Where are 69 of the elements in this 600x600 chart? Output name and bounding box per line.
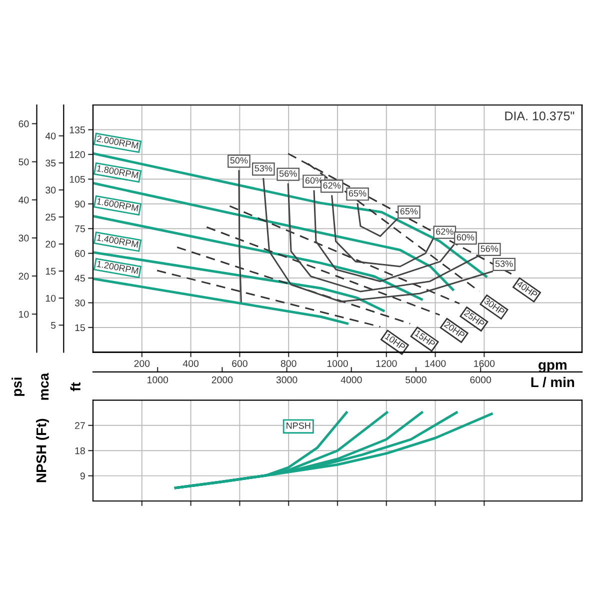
y-tick-label: 45: [74, 274, 85, 282]
text: 1.600RPM: [96, 198, 138, 212]
y-tick-label: 105: [70, 176, 85, 183]
annotation: 62%: [323, 182, 341, 189]
y3-tick-label: 40: [45, 132, 56, 140]
y2-tick-label: 10: [19, 310, 29, 318]
y-axis-title: ft: [70, 382, 80, 392]
annotation: 65%: [400, 208, 418, 214]
x2-tick-label: 1000: [148, 376, 168, 384]
annotation: 53%: [254, 165, 272, 172]
annotation: NPSH: [286, 422, 310, 429]
y2-axis-title: psi: [12, 378, 25, 396]
annotation: 62%: [436, 228, 454, 235]
x-tick-label: 1200: [376, 360, 397, 367]
y-tick-label: 135: [70, 126, 85, 134]
text: 1.200RPM: [96, 260, 138, 274]
x2-tick-label: 2000: [212, 376, 233, 384]
text: 1.800RPM: [96, 165, 138, 178]
text: 40HP: [516, 280, 538, 298]
x-tick-label: 1400: [425, 360, 446, 367]
x2-tick-label: 6000: [470, 376, 492, 384]
y3-tick-label: 20: [46, 240, 56, 248]
text: 2.000RPM: [96, 135, 138, 149]
annotation: 50%: [230, 157, 248, 164]
text: 30HP: [484, 298, 506, 316]
x-tick-label: 600: [232, 360, 248, 367]
y3-tick-label: 5: [51, 322, 56, 329]
x2-tick-label: 5000: [406, 376, 426, 384]
y3-axis-title: mca: [41, 372, 49, 400]
y-tick-label: 60: [75, 250, 85, 257]
y-tick-label: 30: [74, 299, 85, 306]
y2-tick-label: 20: [18, 272, 29, 280]
x2-tick-label: 4000: [340, 376, 362, 384]
text: 10HP: [384, 332, 406, 350]
y3-tick-label: 25: [46, 214, 56, 221]
y2-tick-label: 60: [18, 120, 29, 128]
y-tick-label: 90: [75, 200, 85, 208]
y-tick-label: 120: [70, 151, 85, 158]
y-tick-label: 18: [75, 447, 85, 454]
text: 15HP: [414, 330, 436, 348]
y-tick-label: 15: [75, 324, 85, 332]
x2-tick-label: 3000: [276, 376, 298, 384]
annotation: 56%: [480, 245, 498, 252]
x-axis-title: gpm: [538, 362, 566, 373]
y2-tick-label: 30: [18, 234, 29, 242]
chart-subtitle: DIA. 10.375": [505, 112, 574, 120]
y3-tick-label: 30: [46, 186, 56, 194]
y3-tick-label: 35: [46, 160, 56, 166]
annotation: 53%: [495, 260, 513, 267]
x-tick-label: 400: [182, 360, 199, 367]
text: 1.400RPM: [96, 234, 138, 248]
x-tick-label: 800: [280, 360, 296, 367]
annotation: 60%: [456, 234, 474, 241]
y2-tick-label: 40: [18, 196, 29, 204]
y-tick-label: 27: [75, 422, 85, 429]
y-axis-title: NPSH (Ft): [36, 418, 49, 482]
x-tick-label: 1000: [327, 360, 348, 367]
x-tick-label: 200: [134, 360, 150, 367]
text: 20HP: [444, 320, 466, 339]
y2-tick-label: 50: [18, 158, 29, 166]
y3-tick-label: 10: [46, 294, 56, 302]
y-tick-label: 9: [80, 472, 85, 480]
annotation: 65%: [348, 190, 366, 197]
text: 25HP: [464, 310, 486, 328]
annotation: 56%: [279, 170, 297, 177]
y3-tick-label: 15: [46, 268, 56, 275]
x2-axis-title: L / min: [531, 376, 574, 388]
x-tick-label: 1600: [474, 360, 495, 367]
y-tick-label: 75: [75, 225, 85, 232]
